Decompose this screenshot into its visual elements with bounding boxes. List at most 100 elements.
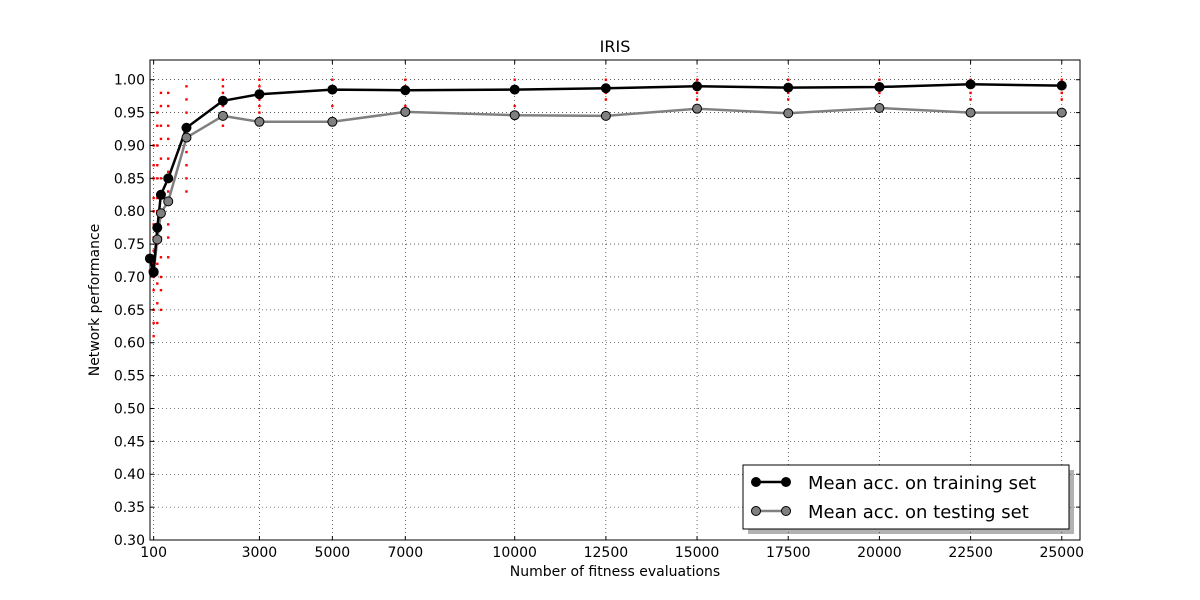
series-point-0: [965, 79, 976, 90]
run-point: [185, 85, 188, 88]
run-point: [258, 78, 261, 81]
run-point: [221, 85, 225, 88]
x-tick-label: 100: [140, 545, 167, 561]
series-point-1: [400, 106, 411, 117]
y-axis-label: Network performance: [87, 224, 103, 377]
legend: Mean acc. on training set Mean acc. on t…: [742, 464, 1074, 534]
y-tick-label: 0.95: [114, 106, 145, 122]
series-point-0: [692, 81, 703, 92]
legend-training-label: Mean acc. on training set: [808, 473, 1036, 494]
y-tick-label: 0.90: [114, 138, 145, 154]
x-tick-label: 5000: [315, 545, 351, 561]
run-point: [167, 104, 170, 108]
y-tick-label: 0.30: [114, 533, 145, 549]
run-point: [152, 249, 155, 252]
run-point: [159, 137, 163, 141]
run-point: [258, 104, 261, 108]
chart-title: IRIS: [600, 37, 631, 56]
y-axis-ticks: 0.30 0.35 0.40 0.45 0.50 0.55 0.60 0.65 0.70 0.75…: [114, 73, 1080, 549]
run-point: [404, 78, 407, 81]
run-point: [185, 177, 188, 180]
run-point: [604, 98, 608, 101]
run-point: [969, 91, 972, 95]
run-point: [221, 78, 225, 81]
legend-testing-marker: [751, 506, 761, 516]
run-point: [159, 275, 163, 279]
run-point: [159, 288, 163, 292]
plot-frame: [149, 59, 1081, 541]
run-point: [159, 124, 163, 127]
run-point: [159, 308, 163, 312]
run-point: [167, 157, 170, 160]
run-point: [404, 104, 407, 108]
run-point: [258, 85, 261, 88]
run-point: [159, 256, 163, 259]
run-point: [695, 91, 699, 95]
x-tick-label: 7000: [387, 545, 423, 561]
y-tick-label: 0.80: [114, 204, 145, 220]
series-point-1: [1056, 107, 1067, 118]
run-point: [159, 177, 163, 180]
run-point: [185, 150, 188, 154]
series-point-1: [163, 196, 174, 207]
series-point-1: [181, 132, 192, 143]
series-point-1: [155, 208, 166, 219]
run-point: [258, 98, 261, 101]
y-tick-label: 0.50: [114, 401, 145, 417]
x-tick-label: 17500: [766, 545, 811, 561]
run-point: [969, 98, 972, 101]
y-tick-label: 1.00: [114, 73, 145, 89]
legend-training-marker: [781, 477, 791, 487]
series-point-1: [600, 110, 611, 121]
x-tick-label: 25000: [1039, 545, 1084, 561]
series-point-1: [217, 110, 228, 121]
series-point-0: [509, 84, 520, 95]
series-point-0: [400, 85, 411, 96]
y-tick-label: 0.85: [114, 171, 145, 187]
series-point-0: [152, 222, 163, 233]
series-point-1: [692, 103, 703, 114]
run-point: [787, 91, 790, 95]
run-point: [167, 91, 170, 95]
x-axis-label: Number of fitness evaluations: [510, 564, 720, 580]
y-tick-label: 0.40: [114, 467, 145, 483]
run-point: [156, 177, 159, 180]
run-point: [185, 98, 188, 101]
run-point: [878, 78, 881, 81]
run-point: [695, 78, 699, 81]
run-point: [787, 98, 790, 101]
series-point-0: [1056, 80, 1067, 91]
run-point: [167, 223, 170, 226]
series-point-1: [874, 103, 885, 113]
series-markers: [145, 79, 1067, 278]
run-point: [221, 124, 225, 127]
run-point: [156, 302, 159, 305]
y-tick-label: 0.75: [114, 237, 145, 253]
plot-area: [150, 60, 1080, 540]
run-point: [159, 91, 163, 95]
y-tick-label: 0.70: [114, 270, 145, 286]
run-point: [167, 236, 170, 239]
run-point: [258, 111, 261, 114]
y-tick-label: 0.65: [114, 303, 145, 319]
run-point: [156, 262, 159, 266]
x-tick-label: 3000: [242, 545, 278, 561]
run-point: [787, 78, 790, 81]
series-point-1: [965, 107, 976, 118]
x-tick-label: 20000: [857, 545, 902, 561]
run-point: [152, 334, 155, 338]
series-point-1: [254, 116, 265, 127]
run-point: [152, 321, 155, 325]
series-point-0: [874, 81, 885, 92]
run-point: [185, 190, 188, 193]
run-point: [331, 104, 334, 108]
run-point: [156, 144, 159, 147]
series-point-1: [327, 116, 338, 127]
run-point: [878, 91, 881, 95]
y-tick-label: 0.35: [114, 500, 145, 516]
run-point: [185, 164, 188, 167]
run-point: [156, 282, 159, 285]
legend-testing-label: Mean acc. on testing set: [808, 502, 1029, 523]
series-point-1: [152, 234, 163, 245]
x-tick-label: 22500: [948, 545, 993, 561]
